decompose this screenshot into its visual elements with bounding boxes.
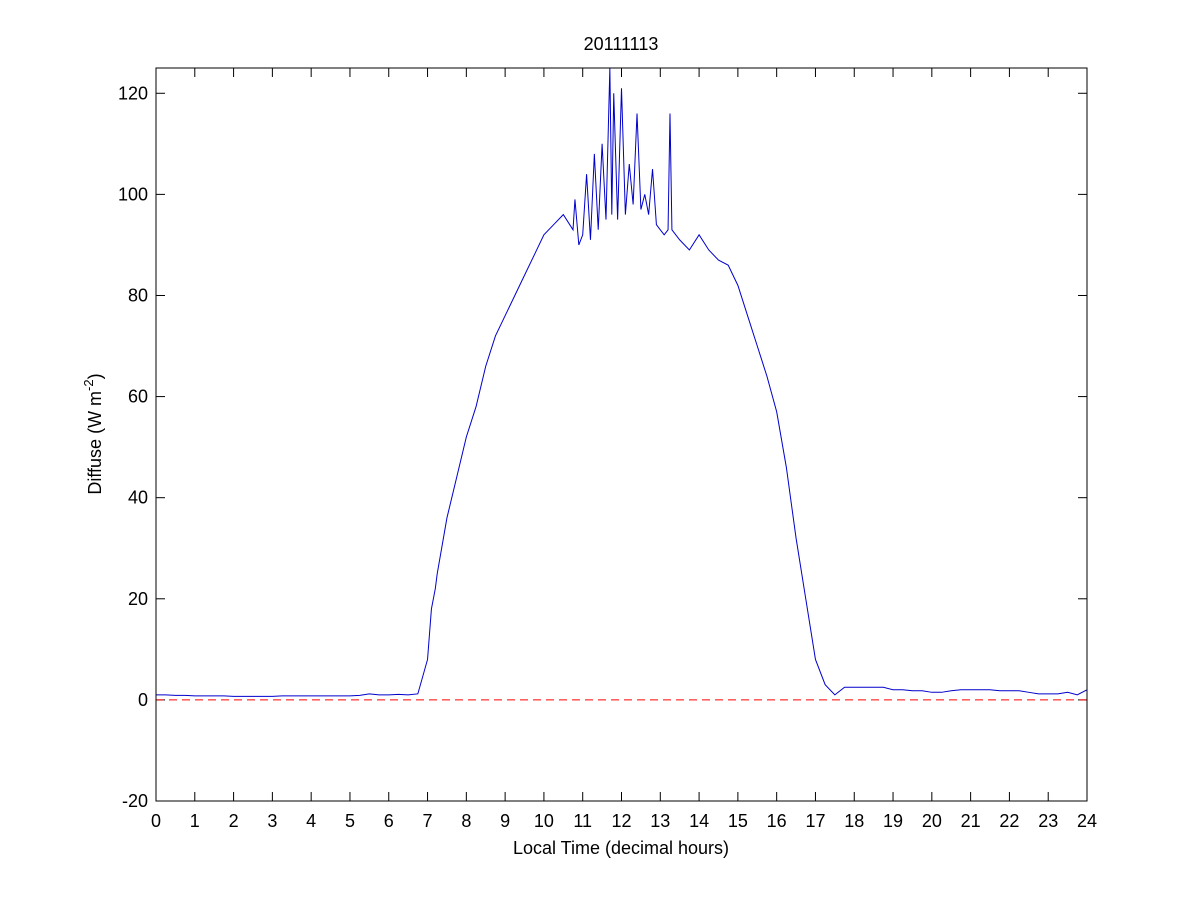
x-tick-label: 8 xyxy=(461,811,471,831)
y-label-text: Diffuse (W m xyxy=(85,391,105,495)
x-tick-label: 2 xyxy=(229,811,239,831)
x-tick-label: 23 xyxy=(1038,811,1058,831)
y-tick-label: 40 xyxy=(128,488,148,508)
y-tick-label: 60 xyxy=(128,387,148,407)
y-tick-label: 0 xyxy=(138,690,148,710)
x-tick-label: 5 xyxy=(345,811,355,831)
y-tick-label: 20 xyxy=(128,589,148,609)
y-axis-label: Diffuse (W m-2) xyxy=(81,373,105,494)
x-tick-label: 4 xyxy=(306,811,316,831)
x-tick-label: 15 xyxy=(728,811,748,831)
x-tick-label: 20 xyxy=(922,811,942,831)
y-tick-label: 80 xyxy=(128,285,148,305)
x-tick-label: 6 xyxy=(384,811,394,831)
plot-frame xyxy=(155,67,1088,802)
x-tick-label: 0 xyxy=(151,811,161,831)
x-tick-label: 11 xyxy=(573,811,592,831)
chart-title: 20111113 xyxy=(584,34,659,54)
x-tick-label: 19 xyxy=(883,811,903,831)
x-tick-label: 16 xyxy=(767,811,787,831)
data-line xyxy=(156,67,1088,697)
x-tick-label: 22 xyxy=(999,811,1019,831)
x-tick-label: 21 xyxy=(961,811,981,831)
x-tick-label: 17 xyxy=(805,811,825,831)
x-tick-label: 18 xyxy=(844,811,864,831)
y-tick-label: 100 xyxy=(118,184,148,204)
y-label-sup: -2 xyxy=(81,379,96,391)
x-tick-label: 12 xyxy=(611,811,631,831)
y-tick-label: 120 xyxy=(118,83,148,103)
x-tick-label: 13 xyxy=(650,811,670,831)
x-tick-label: 14 xyxy=(689,811,709,831)
x-tick-label: 1 xyxy=(190,811,200,831)
x-tick-label: 3 xyxy=(267,811,277,831)
x-axis-label: Local Time (decimal hours) xyxy=(513,838,729,858)
x-tick-label: 7 xyxy=(423,811,433,831)
y-label-suffix: ) xyxy=(85,373,105,379)
x-tick-label: 9 xyxy=(500,811,510,831)
x-tick-label: 10 xyxy=(534,811,554,831)
x-tick-label: 24 xyxy=(1077,811,1097,831)
y-tick-label: -20 xyxy=(122,791,148,811)
